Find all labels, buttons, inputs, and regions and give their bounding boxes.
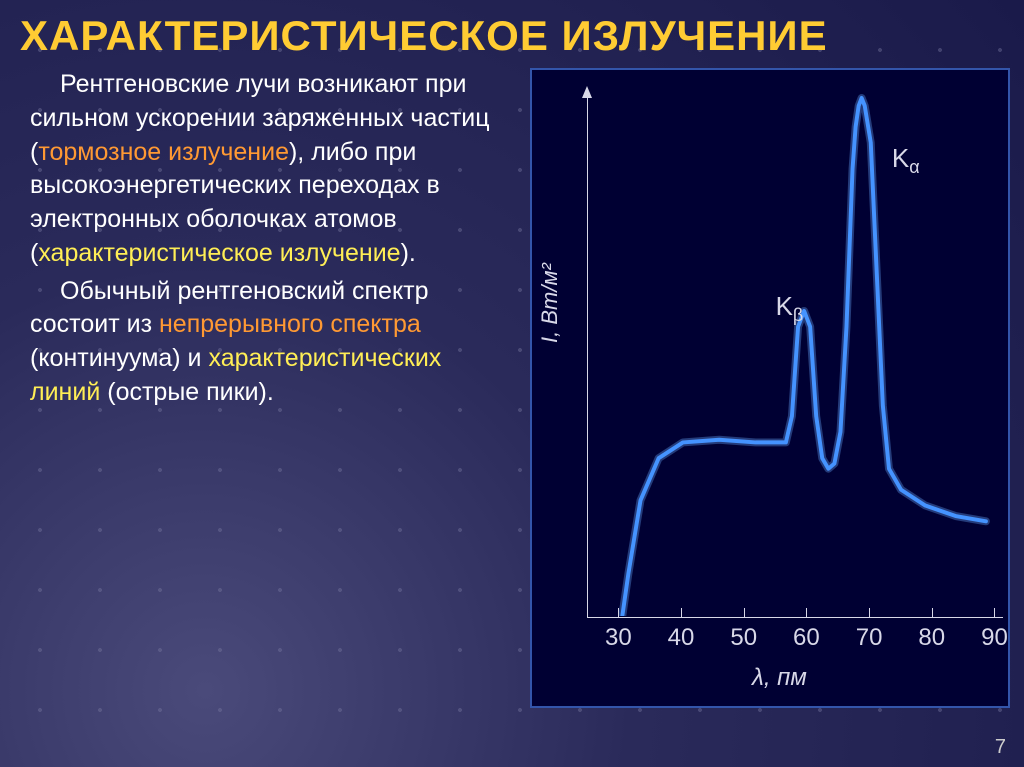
paragraph-1: Рентгеновские лучи возникают при сильном… <box>30 68 510 271</box>
spectrum-curve <box>592 90 998 616</box>
x-tick-mark <box>932 608 933 618</box>
chart-column: I, Вт/м² Kβ Kα 30 40 50 60 70 80 90 λ, пм <box>530 68 1014 708</box>
k-beta-subscript: β <box>793 306 803 326</box>
x-axis-label: λ, пм <box>752 664 807 692</box>
p1-text3: ). <box>401 239 416 267</box>
slide-title: ХАРАКТЕРИСТИЧЕСКОЕ ИЗЛУЧЕНИЕ <box>0 0 1024 68</box>
x-tick-label: 50 <box>730 624 757 652</box>
x-axis-ticks: 30405060708090 <box>587 624 1003 654</box>
k-beta-label: Kβ <box>776 291 804 326</box>
p1-highlight2: характеристическое излучение <box>38 239 400 267</box>
y-axis-label: I, Вт/м² <box>537 263 563 343</box>
page-number: 7 <box>995 736 1006 759</box>
plot-area <box>592 90 998 616</box>
x-axis-line <box>587 617 1003 618</box>
p2-text3: (острые пики). <box>100 378 274 406</box>
x-tick-label: 60 <box>793 624 820 652</box>
paragraph-2: Обычный рентгеновский спектр состоит из … <box>30 275 510 410</box>
p1-highlight1: тормозное излучение <box>38 138 289 166</box>
x-tick-mark <box>681 608 682 618</box>
x-tick-mark <box>744 608 745 618</box>
p2-highlight1: непрерывного спектра <box>159 310 421 338</box>
k-alpha-subscript: α <box>909 157 919 177</box>
content-row: Рентгеновские лучи возникают при сильном… <box>0 68 1024 708</box>
k-beta-letter: K <box>776 291 793 321</box>
x-axis-label-text: λ, пм <box>752 664 807 691</box>
x-tick-mark <box>806 608 807 618</box>
y-axis-line <box>587 90 588 618</box>
x-tick-label: 80 <box>918 624 945 652</box>
k-alpha-letter: K <box>892 143 909 173</box>
p2-text2: (континуума) и <box>30 344 208 372</box>
x-tick-mark <box>994 608 995 618</box>
y-axis-arrow-icon <box>582 86 592 98</box>
x-tick-label: 70 <box>856 624 883 652</box>
x-tick-mark <box>618 608 619 618</box>
x-tick-mark <box>869 608 870 618</box>
text-column: Рентгеновские лучи возникают при сильном… <box>30 68 510 708</box>
xray-spectrum-chart: I, Вт/м² Kβ Kα 30 40 50 60 70 80 90 λ, пм <box>530 68 1010 708</box>
k-alpha-label: Kα <box>892 143 920 178</box>
x-tick-label: 30 <box>605 624 632 652</box>
x-tick-label: 90 <box>981 624 1008 652</box>
x-tick-label: 40 <box>668 624 695 652</box>
